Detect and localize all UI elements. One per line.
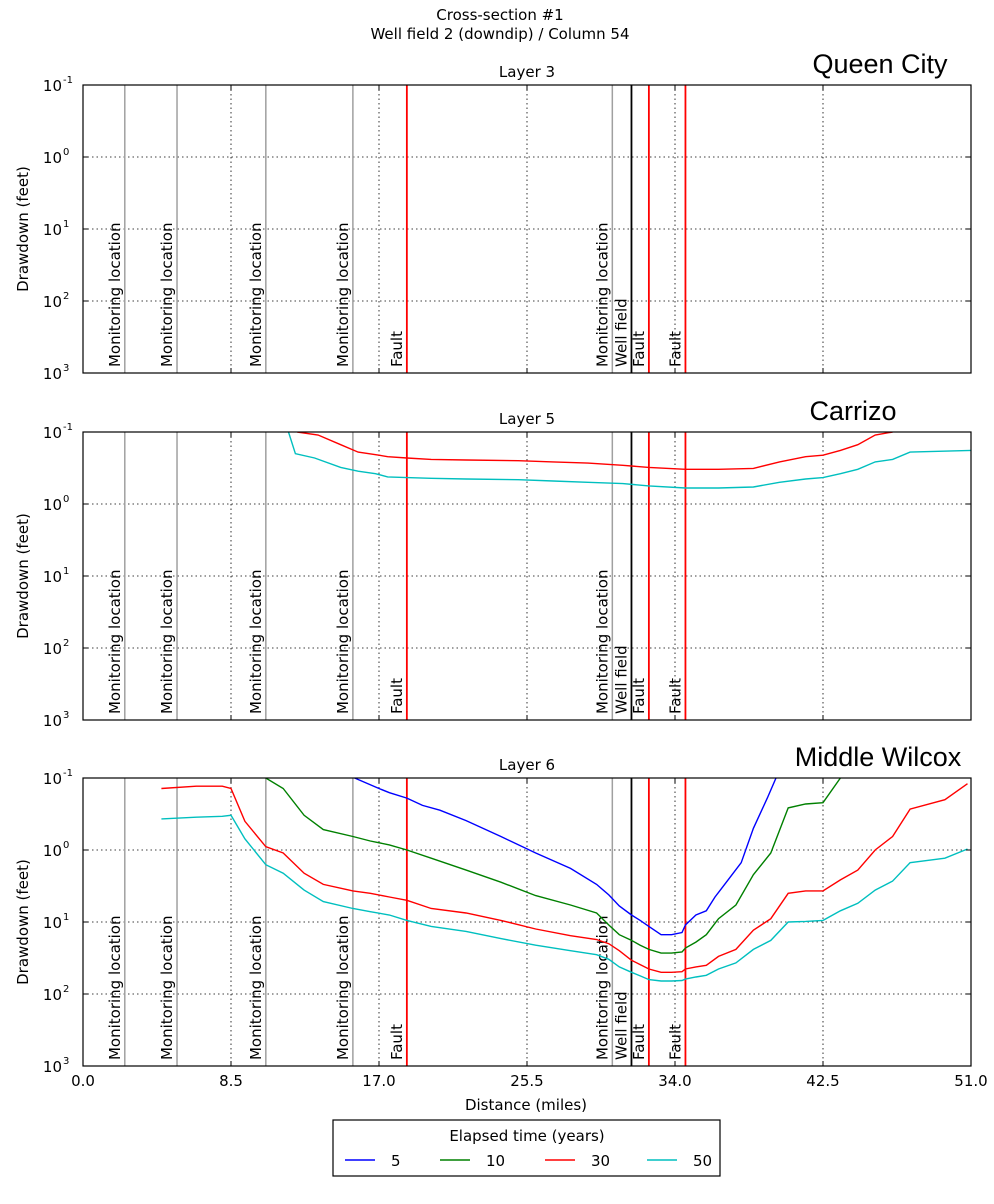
chart-subtitle: Well field 2 (downdip) / Column 54: [370, 25, 629, 43]
y-tick-label: 10: [43, 221, 62, 239]
legend-label: 30: [591, 1152, 610, 1170]
y-tick-exponent: -1: [63, 422, 73, 433]
monitoring-label: Monitoring location: [106, 916, 124, 1061]
y-tick-label: 10: [43, 914, 62, 932]
y-tick-label: 10: [43, 149, 62, 167]
legend-label: 50: [693, 1152, 712, 1170]
x-tick-label: 51.0: [954, 1072, 987, 1090]
y-tick-label: 10: [43, 640, 62, 658]
well-label: Well field: [612, 298, 630, 367]
y-tick-exponent: -1: [63, 75, 73, 86]
y-tick-label: 10: [43, 712, 62, 730]
y-axis-label: Drawdown (feet): [14, 166, 32, 292]
panel-1: Monitoring location Monitoring location Mo…: [14, 49, 972, 383]
chart-title: Cross-section #1: [436, 6, 563, 24]
y-tick-exponent: 1: [63, 219, 69, 230]
legend-box: [332, 1119, 721, 1177]
series-line-10: [265, 778, 841, 954]
y-tick-label: 10: [43, 1058, 62, 1076]
panel-2: Monitoring location Monitoring location Mo…: [14, 396, 972, 730]
monitoring-label: Monitoring location: [106, 223, 124, 368]
y-tick-exponent: 0: [63, 840, 69, 851]
y-tick-exponent: -1: [63, 768, 73, 779]
x-tick-label: 34.0: [658, 1072, 691, 1090]
series-line-50: [161, 814, 968, 982]
legend-title: Elapsed time (years): [449, 1127, 604, 1145]
x-tick-label: 25.5: [510, 1072, 543, 1090]
panel-title: Layer 3: [499, 63, 555, 81]
y-tick-exponent: 0: [63, 147, 69, 158]
panel-title: Layer 6: [499, 756, 555, 774]
y-tick-exponent: 2: [63, 638, 69, 649]
formation-name: Carrizo: [809, 396, 896, 426]
series-line-50: [287, 432, 971, 489]
monitoring-label: Monitoring location: [593, 570, 611, 715]
series-line-30: [161, 783, 968, 973]
x-tick-label: 0.0: [71, 1072, 95, 1090]
series-line-30: [297, 432, 893, 470]
fault-label: Fault: [666, 1024, 684, 1060]
series-line-5: [354, 778, 777, 936]
y-tick-exponent: 3: [63, 1056, 69, 1067]
legend-label: 5: [391, 1152, 401, 1170]
monitoring-label: Monitoring location: [158, 570, 176, 715]
y-tick-label: 10: [43, 842, 62, 860]
monitoring-label: Monitoring location: [334, 916, 352, 1061]
monitoring-label: Monitoring location: [334, 570, 352, 715]
fault-label: Fault: [630, 1024, 648, 1060]
monitoring-label: Monitoring location: [593, 223, 611, 368]
y-tick-label: 10: [43, 424, 62, 442]
y-tick-exponent: 3: [63, 710, 69, 721]
fault-label: Fault: [666, 331, 684, 367]
well-label: Well field: [612, 645, 630, 714]
y-tick-exponent: 2: [63, 984, 69, 995]
fault-label: Fault: [666, 678, 684, 714]
x-tick-label: 17.0: [362, 1072, 395, 1090]
y-tick-exponent: 2: [63, 291, 69, 302]
monitoring-label: Monitoring location: [158, 916, 176, 1061]
x-tick-label: 42.5: [806, 1072, 839, 1090]
monitoring-label: Monitoring location: [158, 223, 176, 368]
legend-label: 10: [486, 1152, 505, 1170]
y-tick-label: 10: [43, 496, 62, 514]
y-tick-exponent: 3: [63, 363, 69, 374]
panel-3: Monitoring location Monitoring location Mo…: [14, 742, 972, 1076]
monitoring-label: Monitoring location: [247, 223, 265, 368]
y-tick-label: 10: [43, 986, 62, 1004]
well-label: Well field: [612, 991, 630, 1060]
y-tick-label: 10: [43, 770, 62, 788]
monitoring-label: Monitoring location: [334, 223, 352, 368]
formation-name: Queen City: [812, 49, 948, 79]
monitoring-label: Monitoring location: [247, 570, 265, 715]
y-tick-exponent: 1: [63, 566, 69, 577]
y-axis-label: Drawdown (feet): [14, 513, 32, 639]
fault-label: Fault: [630, 678, 648, 714]
panel-title: Layer 5: [499, 410, 555, 428]
y-tick-label: 10: [43, 365, 62, 383]
y-tick-exponent: 0: [63, 494, 69, 505]
fault-label: Fault: [388, 331, 406, 367]
panels: Monitoring location Monitoring location Mo…: [14, 49, 988, 1090]
monitoring-label: Monitoring location: [593, 916, 611, 1061]
fault-label: Fault: [388, 1024, 406, 1060]
y-tick-label: 10: [43, 77, 62, 95]
y-axis-label: Drawdown (feet): [14, 859, 32, 985]
monitoring-label: Monitoring location: [106, 570, 124, 715]
y-tick-label: 10: [43, 568, 62, 586]
fault-label: Fault: [630, 331, 648, 367]
y-tick-label: 10: [43, 293, 62, 311]
monitoring-label: Monitoring location: [247, 916, 265, 1061]
y-tick-exponent: 1: [63, 912, 69, 923]
x-tick-label: 8.5: [219, 1072, 243, 1090]
fault-label: Fault: [388, 678, 406, 714]
formation-name: Middle Wilcox: [795, 742, 962, 772]
legend: Elapsed time (years) 5 10 30 50: [332, 1119, 721, 1177]
x-axis-label: Distance (miles): [465, 1096, 587, 1114]
